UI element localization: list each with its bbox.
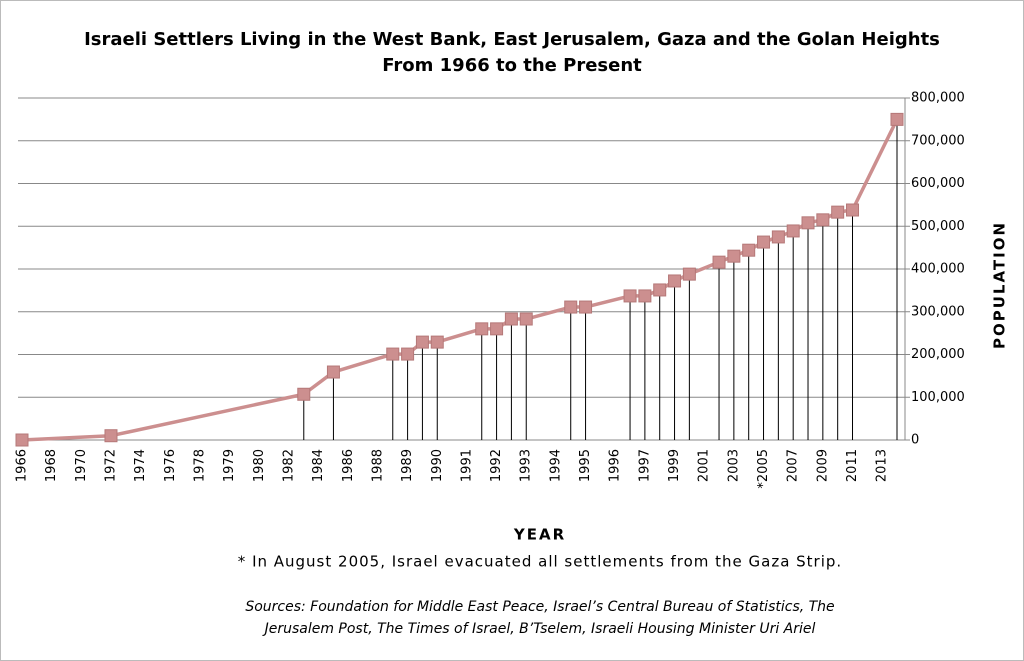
x-tick-label: 1976: [163, 449, 178, 482]
x-tick-label: 1979: [222, 449, 237, 482]
marker: [579, 300, 593, 314]
marker: [771, 230, 785, 244]
marker: [786, 224, 800, 238]
marker: [475, 322, 489, 336]
y-tick-label: 400,000: [911, 262, 965, 277]
x-tick-label: 1988: [370, 449, 385, 482]
x-tick-label: 1966: [15, 449, 30, 482]
x-tick-label: 2001: [697, 449, 712, 482]
x-tick-label: 1972: [103, 449, 118, 482]
marker: [638, 289, 652, 303]
marker: [297, 387, 311, 401]
marker: [831, 205, 845, 219]
marker: [519, 312, 533, 326]
x-tick-label: 1997: [637, 449, 652, 482]
x-tick-label: 1992: [489, 449, 504, 482]
y-tick-label: 600,000: [911, 176, 965, 191]
marker: [757, 235, 771, 249]
x-tick-label: 1999: [667, 449, 682, 482]
x-tick-label: 1984: [311, 449, 326, 482]
x-tick-label: 1990: [430, 449, 445, 482]
chart-subtitle: From 1966 to the Present: [382, 55, 642, 76]
marker: [712, 255, 726, 269]
y-tick-label: 800,000: [911, 91, 965, 106]
line-segment: [435, 327, 484, 344]
x-tick-label: 2003: [726, 449, 741, 482]
sources: Jerusalem Post, The Times of Israel, B’T…: [262, 621, 816, 637]
x-tick-label: 1995: [578, 449, 593, 482]
y-tick-label: 500,000: [911, 219, 965, 234]
line-segment: [20, 433, 113, 442]
marker: [386, 347, 400, 361]
x-tick-label: 2013: [875, 449, 890, 482]
x-tick-label: 2011: [845, 449, 860, 482]
marker: [682, 267, 696, 281]
y-tick-label: 0: [911, 433, 919, 448]
marker: [890, 112, 904, 126]
marker: [846, 203, 860, 217]
x-tick-label: 1974: [133, 449, 148, 482]
marker: [564, 300, 578, 314]
marker: [430, 335, 444, 349]
marker: [816, 213, 830, 227]
marker: [326, 365, 340, 379]
y-axis-title: POPULATION: [991, 221, 1009, 349]
line-segment: [850, 117, 899, 212]
x-tick-label: 1994: [548, 449, 563, 482]
x-axis-title: YEAR: [513, 526, 566, 544]
line-segment: [109, 392, 306, 438]
x-tick-label: 1993: [519, 449, 534, 482]
marker: [653, 283, 667, 297]
marker: [727, 249, 741, 263]
y-tick-label: 200,000: [911, 347, 965, 362]
marker: [668, 274, 682, 288]
chart-title: Israeli Settlers Living in the West Bank…: [84, 29, 940, 50]
x-tick-label: 1986: [341, 449, 356, 482]
x-tick-label: 1996: [608, 449, 623, 482]
x-tick-label: 1982: [281, 449, 296, 482]
footnote: * In August 2005, Israel evacuated all s…: [238, 553, 842, 571]
marker: [490, 322, 504, 336]
x-tick-label: 2007: [786, 449, 801, 482]
x-tick-label: 1978: [192, 449, 207, 482]
x-tick-label: 2009: [815, 449, 830, 482]
line-segment: [331, 352, 395, 374]
line-segment: [583, 294, 632, 309]
marker: [623, 289, 637, 303]
marker: [104, 429, 118, 443]
y-tick-label: 300,000: [911, 304, 965, 319]
x-tick-label: 1970: [74, 449, 89, 482]
x-tick-label: 1989: [400, 449, 415, 482]
marker: [401, 347, 415, 361]
x-tick-label: 1991: [459, 449, 474, 482]
x-tick-label: 1968: [44, 449, 59, 482]
x-tick-label: *2005: [756, 449, 771, 489]
y-tick-label: 700,000: [911, 133, 965, 148]
line-segment: [524, 305, 573, 321]
marker: [742, 243, 756, 257]
marker: [15, 433, 29, 447]
sources: Sources: Foundation for Middle East Peac…: [245, 599, 834, 615]
marker: [504, 312, 518, 326]
x-tick-label: 1980: [252, 449, 267, 482]
marker: [415, 335, 429, 349]
y-tick-label: 100,000: [911, 390, 965, 405]
marker: [801, 216, 815, 230]
